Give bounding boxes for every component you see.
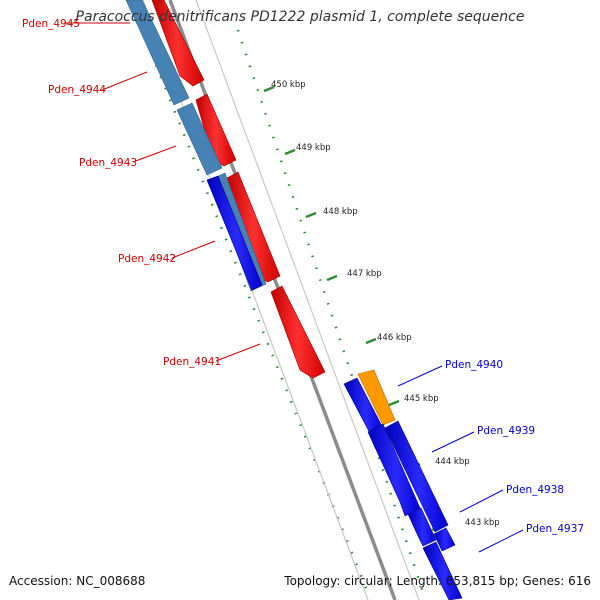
- label-leaders: [66, 22, 524, 553]
- gene-label[interactable]: Pden_4940: [445, 359, 503, 371]
- gene-label[interactable]: Pden_4937: [526, 523, 584, 535]
- gene-pden-4938-arrow-b: [433, 527, 456, 552]
- genome-summary-text: Topology: circular; Length: 653,815 bp; …: [284, 574, 591, 588]
- scale-label: 445 kbp: [404, 394, 439, 404]
- scale-label: 446 kbp: [377, 333, 412, 343]
- gene-pden-4945-bar: [125, 0, 190, 106]
- scale-label: 450 kbp: [271, 80, 306, 90]
- gene-label[interactable]: Pden_4941: [163, 356, 221, 368]
- gene-label[interactable]: Pden_4944: [48, 84, 106, 96]
- gene-pden-4944-arrow: [151, 0, 205, 87]
- gene-pden-4940-arrow: [357, 369, 396, 426]
- inner-genes: [125, 0, 267, 292]
- gene-pden-4944-bar: [176, 102, 223, 176]
- gene-label[interactable]: Pden_4943: [79, 157, 137, 169]
- scale-label: 443 kbp: [465, 518, 500, 528]
- gene-labels: Pden_4945 Pden_4944 Pden_4943 Pden_4942 …: [22, 18, 584, 535]
- accession-text: Accession: NC_008688: [9, 574, 146, 588]
- scale-label: 444 kbp: [435, 457, 470, 467]
- scale-label: 448 kbp: [323, 207, 358, 217]
- scale-label: 449 kbp: [296, 143, 331, 153]
- gene-pden-4941-arrow: [270, 285, 326, 379]
- reverse-genes: [343, 369, 463, 600]
- gene-pden-4938-arrow: [407, 507, 437, 547]
- scale-label: 447 kbp: [347, 269, 382, 279]
- gene-label[interactable]: Pden_4945: [22, 18, 80, 30]
- gene-label[interactable]: Pden_4938: [506, 484, 564, 496]
- scale-labels: 450 kbp 449 kbp 448 kbp 447 kbp 446 kbp …: [271, 80, 500, 528]
- gene-pden-4937-arrow: [422, 541, 463, 600]
- gene-label[interactable]: Pden_4942: [118, 253, 176, 265]
- gene-label[interactable]: Pden_4939: [477, 425, 535, 437]
- map-title: Paracoccus denitrificans PD1222 plasmid …: [75, 9, 525, 25]
- gene-pden-4942-bar: [206, 175, 263, 291]
- forward-genes: [151, 0, 326, 379]
- gene-pden-4939-arrow-b: [384, 420, 449, 533]
